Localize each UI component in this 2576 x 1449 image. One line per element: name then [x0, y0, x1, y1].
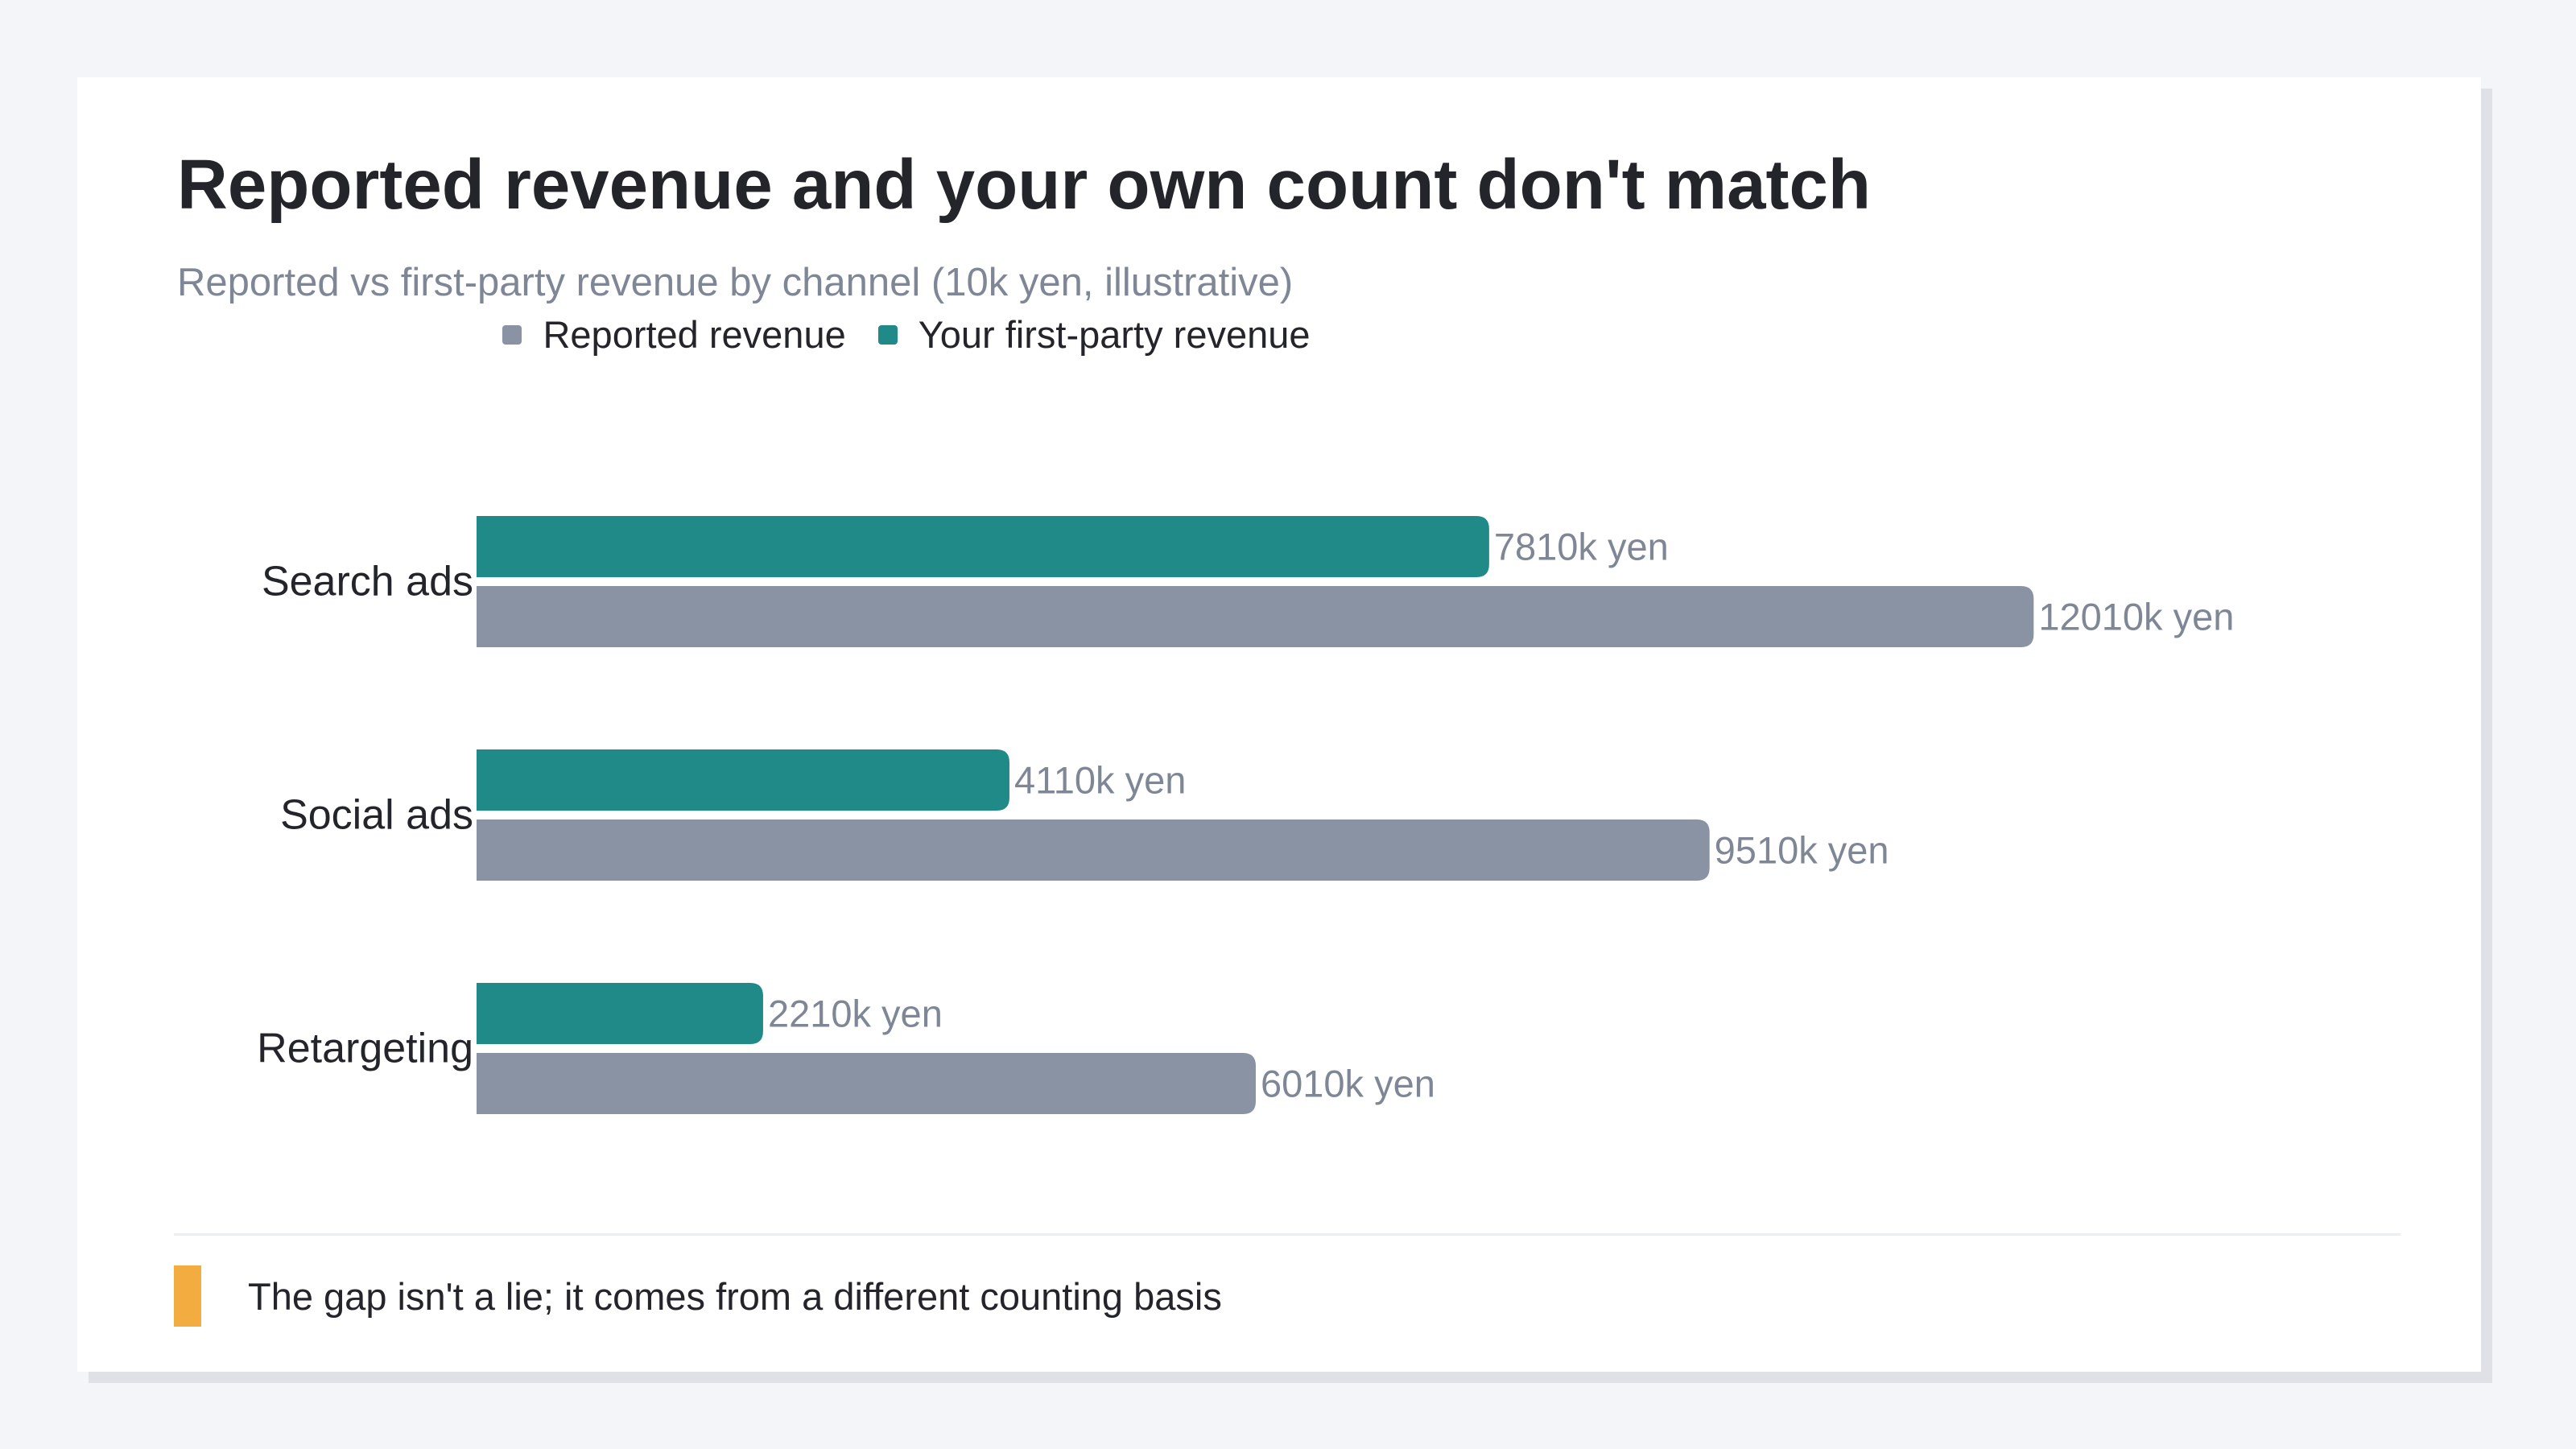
- category-label-search-ads: Search ads: [262, 559, 473, 605]
- bar-chart: Search ads 7810k yen 12010k yen Social ads 4…: [257, 516, 2234, 1114]
- chart-title: Reported revenue and your own count don'…: [177, 146, 1872, 224]
- bar-retargeting-reported: [477, 1053, 1256, 1114]
- divider: [174, 1233, 2401, 1236]
- category-label-retargeting: Retargeting: [257, 1026, 473, 1072]
- value-label-search-ads-first-party: 7810k yen: [1494, 526, 1669, 568]
- bar-social-ads-first-party: [477, 749, 1009, 811]
- chart-subtitle: Reported vs first-party revenue by chann…: [177, 261, 1294, 304]
- legend-item-reported: Reported revenue: [502, 312, 846, 357]
- legend-label-first-party: Your first-party revenue: [918, 313, 1311, 356]
- bar-retargeting-first-party: [477, 983, 763, 1044]
- legend-item-first-party: Your first-party revenue: [877, 312, 1311, 357]
- legend-label-reported: Reported revenue: [543, 313, 846, 356]
- legend-swatch-reported: [502, 325, 522, 345]
- note-text: The gap isn't a lie; it comes from a dif…: [248, 1274, 1222, 1318]
- bar-social-ads-reported: [477, 819, 1710, 881]
- value-label-retargeting-first-party: 2210k yen: [768, 993, 943, 1035]
- bar-search-ads-reported: [477, 586, 2034, 647]
- value-label-search-ads-reported: 12010k yen: [2038, 596, 2234, 638]
- bar-search-ads-first-party: [477, 516, 1489, 577]
- footnote: The gap isn't a lie; it comes from a dif…: [174, 1265, 1222, 1327]
- chart-card: Reported revenue and your own count don'…: [77, 77, 2481, 1372]
- legend: Reported revenue Your first-party revenu…: [77, 312, 1736, 357]
- value-label-social-ads-first-party: 4110k yen: [1014, 759, 1186, 802]
- note-accent-bar: [174, 1265, 201, 1327]
- category-label-social-ads: Social ads: [280, 792, 473, 839]
- value-label-social-ads-reported: 9510k yen: [1715, 829, 1889, 872]
- value-label-retargeting-reported: 6010k yen: [1261, 1063, 1435, 1105]
- legend-swatch-first-party: [877, 325, 898, 345]
